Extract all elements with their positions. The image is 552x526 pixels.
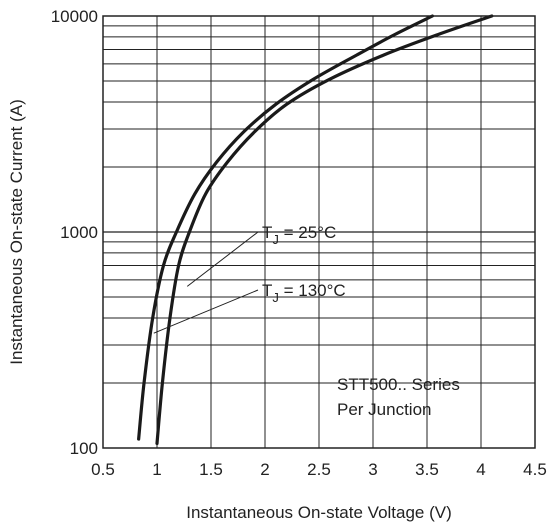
- x-tick-label: 2: [260, 460, 269, 479]
- annotation-series: STT500.. Series: [337, 375, 460, 394]
- y-axis-title: Instantaneous On-state Current (A): [7, 99, 26, 365]
- annotation-tj-25: TJ = 25°C: [262, 223, 336, 247]
- curves: [137, 14, 494, 446]
- x-tick-label: 1.5: [199, 460, 223, 479]
- x-tick-label: 1: [152, 460, 161, 479]
- leader-line-tj-130: [153, 289, 259, 334]
- x-axis-title: Instantaneous On-state Voltage (V): [186, 503, 452, 522]
- x-tick-label: 3.5: [415, 460, 439, 479]
- plot-frame: [102, 15, 536, 449]
- leader-line-tj-25: [186, 231, 259, 287]
- x-tick-labels: 0.5 1 1.5 2 2.5 3 3.5 4 4.5: [91, 460, 547, 479]
- series-line-tj-130: [137, 14, 434, 441]
- annotation-leaders: [153, 231, 259, 334]
- x-tick-label: 2.5: [307, 460, 331, 479]
- series-line-tj-25: [155, 14, 494, 446]
- x-tick-label: 4: [476, 460, 485, 479]
- x-tick-label: 0.5: [91, 460, 115, 479]
- x-tick-label: 3: [368, 460, 377, 479]
- y-tick-label: 10000: [51, 7, 98, 26]
- x-tick-label: 4.5: [523, 460, 547, 479]
- annotation-junction: Per Junction: [337, 400, 432, 419]
- y-tick-labels: 100 1000 10000: [51, 7, 98, 458]
- y-tick-label: 100: [70, 439, 98, 458]
- y-tick-label: 1000: [60, 223, 98, 242]
- annotation-tj-130: TJ = 130°C: [262, 281, 346, 305]
